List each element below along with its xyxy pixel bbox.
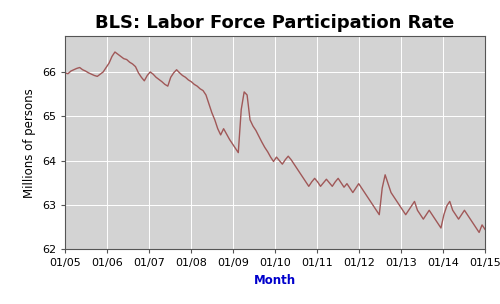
X-axis label: Month: Month bbox=[254, 274, 296, 287]
Title: BLS: Labor Force Participation Rate: BLS: Labor Force Participation Rate bbox=[96, 14, 454, 32]
Y-axis label: Millions of persons: Millions of persons bbox=[24, 88, 36, 198]
